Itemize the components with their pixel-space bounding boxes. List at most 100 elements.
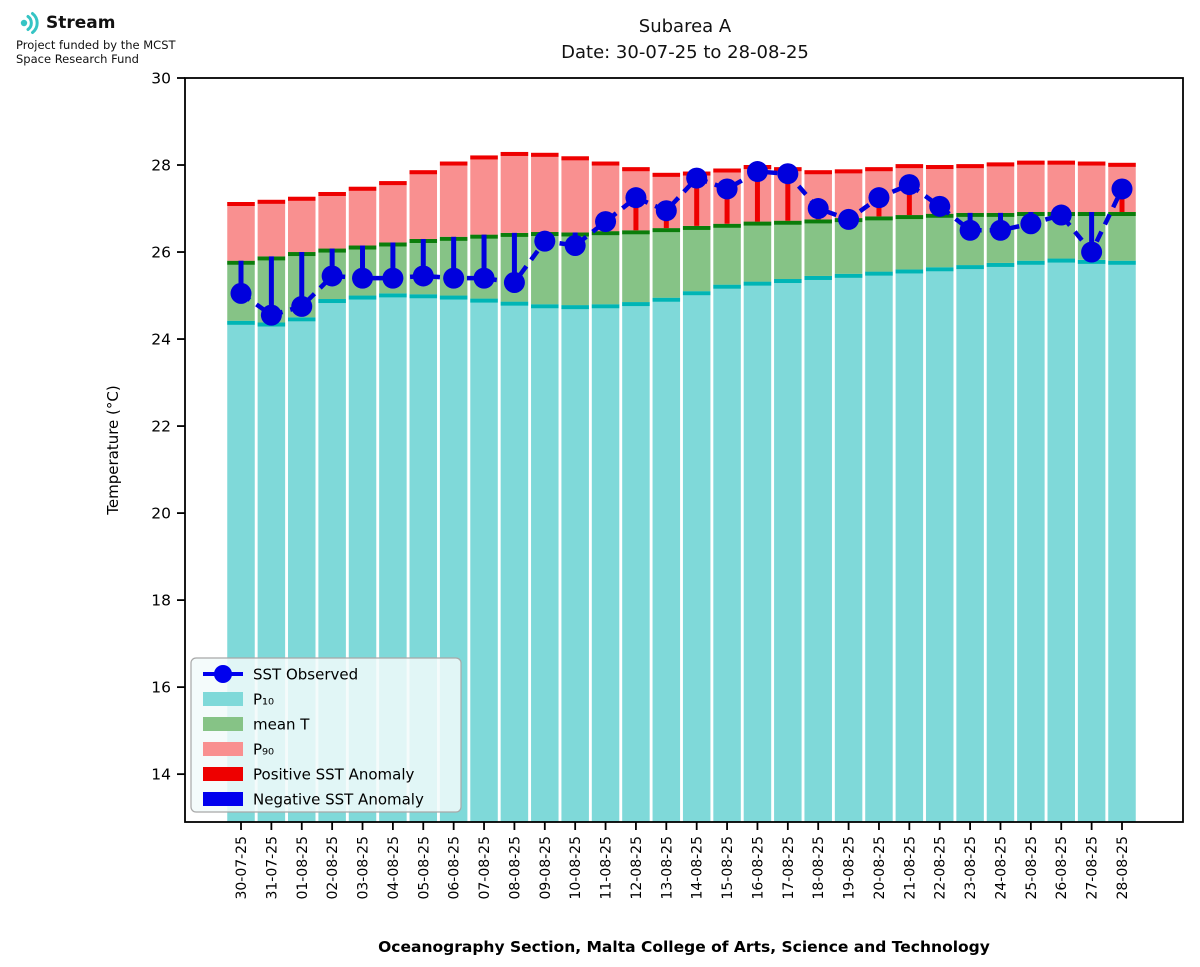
- bar-p90: [561, 156, 589, 233]
- y-axis-label: Temperature (°C): [104, 385, 122, 515]
- bar-p10-cap: [1108, 260, 1136, 265]
- sst-observed-dot: [291, 295, 313, 317]
- axes-box: [184, 77, 1184, 823]
- bar-p10: [591, 304, 620, 822]
- x-tick-label: 19-08-25: [842, 836, 858, 900]
- x-tick-label: 23-08-25: [963, 836, 979, 900]
- bar-mean-t-cap: [682, 225, 711, 230]
- bar-p10: [652, 297, 681, 822]
- bar-p10-cap: [865, 271, 893, 276]
- bar-p10: [956, 265, 984, 822]
- sst-observed-dot: [838, 208, 860, 230]
- legend-patch-swatch: [203, 767, 243, 781]
- sst-observed-dot: [382, 267, 404, 289]
- bar-p10-cap: [561, 305, 589, 310]
- bar-p90-cap: [288, 196, 316, 201]
- stream-logo-text: Stream: [46, 13, 116, 33]
- legend-box: [190, 657, 462, 813]
- sst-observed-dot: [959, 219, 981, 241]
- bar-mean-t: [925, 213, 954, 268]
- legend-item-label: mean T: [253, 716, 310, 734]
- bar-mean-t-cap: [622, 230, 650, 235]
- bar-p10: [470, 298, 498, 822]
- bar-p90-cap: [439, 161, 468, 166]
- bar-p90: [288, 196, 316, 253]
- bar-p90-cap: [1077, 161, 1106, 166]
- y-tick-label: 28: [151, 157, 171, 175]
- bar-p10: [1108, 260, 1136, 823]
- x-tick-label: 31-07-25: [264, 836, 280, 900]
- bar-p10: [561, 305, 589, 822]
- x-tick-label: 09-08-25: [538, 836, 554, 900]
- bar-mean-t-cap: [774, 220, 802, 225]
- bar-mean-t: [591, 231, 620, 305]
- bar-p90-cap: [1108, 162, 1136, 167]
- sst-observed-dot: [929, 195, 951, 217]
- x-tick-label: 24-08-25: [993, 836, 1009, 900]
- bar-p10: [774, 279, 802, 823]
- bar-p90-cap: [379, 181, 407, 186]
- sst-observed-dot: [1020, 213, 1042, 235]
- sst-observed-dot: [564, 235, 586, 257]
- bar-p90: [348, 186, 377, 246]
- bar-mean-t: [652, 228, 681, 298]
- legend-dot-swatch: [214, 665, 232, 683]
- bar-mean-t: [804, 219, 832, 276]
- sst-observed-dot: [473, 267, 495, 289]
- bar-mean-t-cap: [652, 228, 681, 233]
- chart-title-line2: Date: 30-07-25 to 28-08-25: [561, 42, 809, 64]
- bar-p90-cap: [531, 152, 559, 157]
- bar-mean-t-cap: [1108, 212, 1136, 217]
- chart-title: Subarea A Date: 30-07-25 to 28-08-25: [185, 14, 1185, 66]
- sst-observed-dot: [260, 304, 282, 326]
- bar-mean-t-cap: [895, 215, 924, 220]
- sst-observed-dot: [746, 161, 768, 183]
- x-tick-label: 26-08-25: [1054, 836, 1070, 900]
- x-tick-label: 20-08-25: [872, 836, 888, 900]
- x-tick-label: 13-08-25: [659, 836, 675, 900]
- x-tick-label: 22-08-25: [933, 836, 949, 900]
- x-tick-label: 16-08-25: [750, 836, 766, 900]
- x-tick-label: 17-08-25: [781, 836, 797, 900]
- bar-p90-cap: [500, 151, 529, 156]
- x-axis-label: Oceanography Section, Malta College of A…: [378, 938, 990, 956]
- bar-p10-cap: [622, 302, 650, 307]
- stream-logo-icon: [20, 12, 39, 34]
- x-tick-label: 06-08-25: [447, 836, 463, 900]
- x-tick-label: 30-07-25: [234, 836, 250, 900]
- sst-observed-dot: [230, 282, 252, 304]
- bar-p90-cap: [257, 199, 286, 204]
- legend-item-label: P₉₀: [253, 741, 274, 759]
- bar-p10: [986, 262, 1015, 822]
- bar-p10-cap: [227, 320, 255, 325]
- legend-patch-swatch: [203, 742, 243, 756]
- bar-mean-t: [743, 221, 772, 282]
- bar-p10: [622, 302, 650, 822]
- y-tick-label: 18: [151, 592, 171, 610]
- bar-p90: [439, 161, 468, 237]
- y-tick-label: 24: [151, 331, 171, 349]
- bar-p90-cap: [1017, 160, 1045, 165]
- bar-p10-cap: [713, 284, 741, 289]
- bar-p10-cap: [500, 301, 529, 306]
- bar-p10: [1017, 260, 1045, 823]
- bar-p90-cap: [591, 161, 620, 166]
- bar-p10-cap: [591, 304, 620, 309]
- sst-observed-dot: [503, 271, 525, 293]
- bar-mean-t-cap: [804, 219, 832, 224]
- bar-mean-t-cap: [743, 221, 772, 226]
- bar-mean-t: [865, 216, 893, 272]
- sst-observed-dot: [777, 163, 799, 185]
- bar-p10: [682, 291, 711, 822]
- x-tick-label: 27-08-25: [1085, 836, 1101, 900]
- bar-p90-cap: [956, 164, 984, 169]
- bar-p10: [500, 301, 529, 822]
- bar-p10-cap: [986, 262, 1015, 267]
- sst-observed-dot: [655, 200, 677, 222]
- bar-mean-t: [1108, 212, 1136, 261]
- y-tick-label: 20: [151, 505, 171, 523]
- sst-observed-dot: [625, 187, 647, 209]
- bar-p10-cap: [682, 291, 711, 296]
- bar-p10: [713, 284, 741, 823]
- bar-p10-cap: [804, 275, 832, 280]
